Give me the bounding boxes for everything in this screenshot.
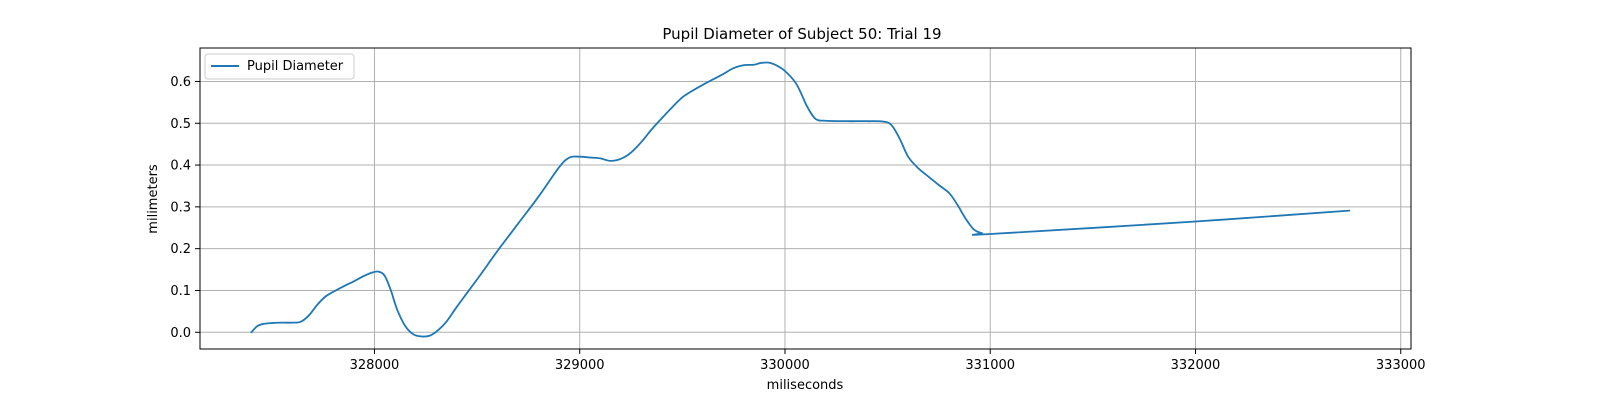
legend-box xyxy=(204,53,355,80)
y-tick-label: 0.0 xyxy=(170,326,191,341)
x-axis: 328000 329000 330000 331000 332000 333000 xyxy=(350,349,1426,373)
series-layer xyxy=(250,61,1351,338)
x-tick-label: 331000 xyxy=(965,358,1015,373)
x-tick-label: 333000 xyxy=(1376,358,1426,373)
grid xyxy=(200,48,1411,349)
y-axis-title: milimeters xyxy=(146,164,161,234)
x-tick-label: 328000 xyxy=(350,358,400,373)
y-tick-label: 0.6 xyxy=(170,75,191,90)
legend: Pupil Diameter xyxy=(204,53,355,80)
y-tick-label: 0.3 xyxy=(170,200,191,215)
x-tick-label: 332000 xyxy=(1171,358,1221,373)
x-tick-label: 329000 xyxy=(555,358,605,373)
y-tick-label: 0.1 xyxy=(170,284,191,299)
x-axis-title: miliseconds xyxy=(767,378,844,393)
plot-frame xyxy=(199,47,1412,350)
y-axis: 0.0 0.1 0.2 0.3 0.4 0.5 0.6 xyxy=(170,75,200,341)
y-tick-label: 0.2 xyxy=(170,242,191,257)
y-tick-label: 0.5 xyxy=(170,117,191,132)
legend-label: Pupil Diameter xyxy=(247,59,344,74)
y-tick-label: 0.4 xyxy=(170,159,191,174)
x-tick-label: 330000 xyxy=(760,358,810,373)
series-line-pupil-diameter xyxy=(250,61,1351,338)
chart-title: Pupil Diameter of Subject 50: Trial 19 xyxy=(662,25,941,43)
